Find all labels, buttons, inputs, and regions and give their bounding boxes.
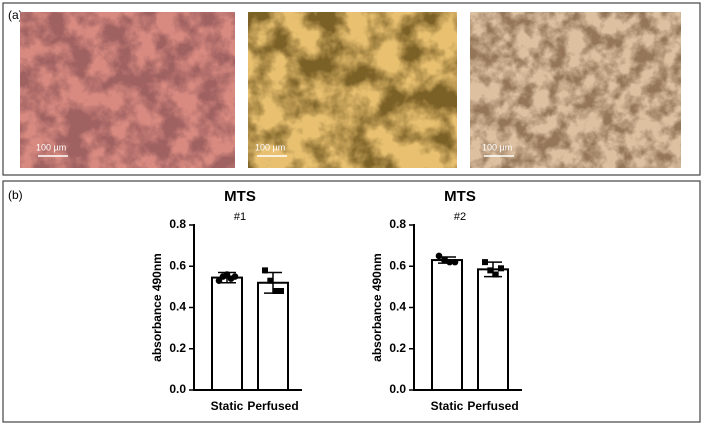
panel-label: (a)	[8, 8, 23, 22]
data-point	[223, 271, 231, 278]
data-point	[487, 267, 494, 274]
data-point	[435, 252, 443, 260]
y-axis-label: absorbance 490nm	[370, 253, 384, 362]
y-tick-label: 0.8	[389, 217, 406, 231]
data-point	[262, 267, 268, 274]
micrograph-texture	[20, 12, 235, 168]
y-tick-label: 0.0	[389, 382, 406, 396]
chart-subtitle: #1	[234, 211, 246, 223]
bar	[211, 276, 243, 391]
scale-bar-label: 100 µm	[482, 142, 512, 152]
data-point	[272, 288, 279, 294]
y-tick-label: 0.0	[169, 382, 186, 396]
data-point	[446, 258, 453, 266]
data-point	[451, 258, 459, 266]
chart-title: MTS	[224, 188, 256, 205]
scale-bar-label: 100 µm	[36, 142, 66, 152]
x-tick-label: Static	[431, 399, 464, 413]
data-point	[278, 288, 284, 294]
y-tick-label: 0.4	[389, 300, 406, 314]
micrograph-texture	[470, 12, 681, 168]
y-tick-label: 0.8	[169, 217, 186, 231]
data-point	[215, 277, 223, 284]
y-tick-label: 0.4	[169, 300, 186, 314]
micrograph-texture	[248, 12, 457, 168]
y-tick-label: 0.6	[169, 258, 186, 272]
x-tick-label: Static	[211, 399, 244, 413]
data-point	[231, 273, 239, 280]
y-tick-label: 0.2	[169, 341, 186, 355]
panel-a-frame	[2, 2, 701, 176]
x-tick-label: Perfused	[247, 399, 298, 413]
panel-b-frame	[2, 180, 701, 423]
scale-bar-label: 100 µm	[255, 142, 285, 152]
y-tick-label: 0.2	[389, 341, 406, 355]
bar	[257, 281, 289, 391]
bar	[431, 259, 463, 391]
data-point	[492, 271, 499, 278]
bar	[477, 268, 509, 391]
panel-label: (b)	[8, 188, 23, 202]
data-point	[482, 259, 488, 266]
data-point	[267, 277, 274, 284]
chart-subtitle: #2	[454, 211, 466, 223]
y-axis-label: absorbance 490nm	[150, 253, 164, 362]
x-tick-label: Perfused	[467, 399, 518, 413]
y-tick-label: 0.6	[389, 258, 406, 272]
chart-title: MTS	[444, 188, 476, 205]
data-point	[498, 265, 504, 272]
data-point	[441, 256, 448, 264]
